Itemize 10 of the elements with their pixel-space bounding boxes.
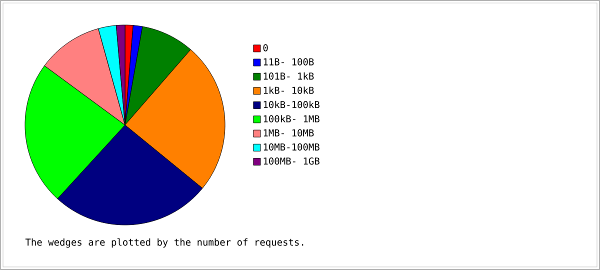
legend-label: 10MB-100MB (264, 143, 320, 151)
legend-label: 101B- 1kB (264, 72, 314, 80)
legend-label: 1kB- 10kB (264, 86, 314, 94)
legend-label: 1MB- 10MB (264, 129, 314, 137)
legend-label: 11B- 100B (264, 58, 314, 66)
legend-label: 100kB- 1MB (264, 115, 320, 122)
text: The wedges are plotted by the number of requests. (25, 238, 304, 248)
legend-label: 100MB- 1GB (264, 157, 320, 165)
legend-label: 10kB-100kB (264, 100, 320, 108)
legend-label: 0 (263, 44, 268, 52)
